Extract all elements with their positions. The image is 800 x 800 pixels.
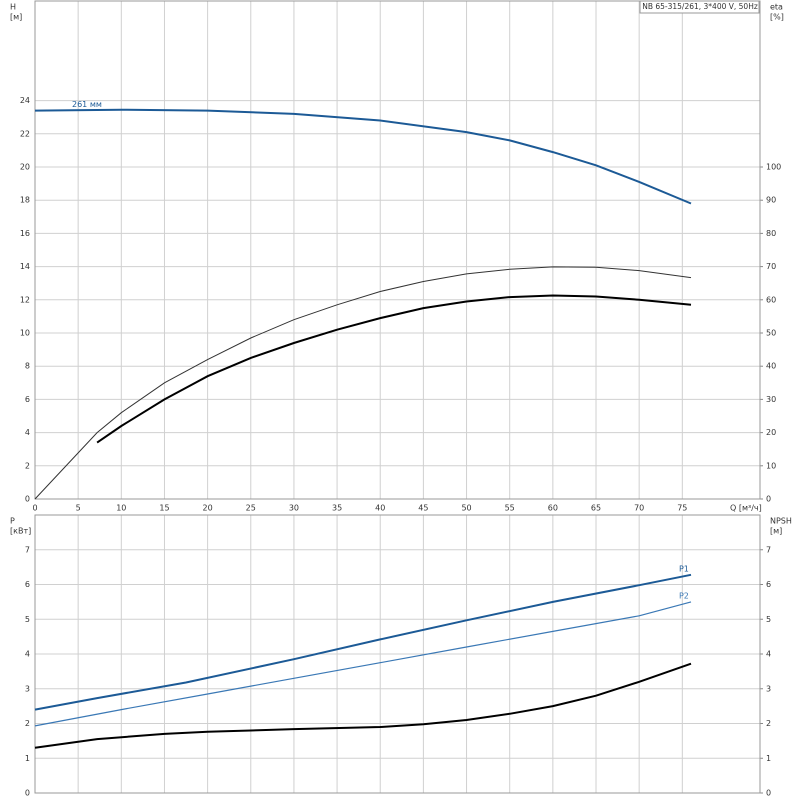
y-tick-label: 6 (25, 395, 30, 404)
y-tick-label: 2 (25, 461, 30, 470)
x-tick-label: 5 (76, 504, 81, 513)
x-axis-label: Q [м³/ч] (730, 504, 762, 513)
y2-tick-label: 20 (766, 428, 776, 437)
y-tick-label: 4 (25, 428, 30, 437)
y2-tick-label: 90 (766, 196, 776, 205)
x-tick-label: 50 (461, 504, 471, 513)
x-tick-label: 75 (677, 504, 687, 513)
y-tick-label: 8 (25, 362, 30, 371)
y2-tick-label: 1 (766, 754, 771, 763)
y2-tick-label: 7 (766, 545, 771, 554)
y-tick-label: 2 (25, 719, 30, 728)
y-tick-label: 10 (20, 329, 30, 338)
y2-tick-label: 100 (766, 163, 781, 172)
curve (34, 266, 692, 500)
plot-frame (34, 514, 761, 794)
y2-tick-label: 60 (766, 295, 776, 304)
y-tick-label: 7 (25, 545, 30, 554)
y2-axis-label: eta (770, 3, 783, 12)
y2-tick-label: 6 (766, 580, 771, 589)
x-tick-label: 45 (418, 504, 428, 513)
y2-tick-label: 5 (766, 615, 771, 624)
y2-tick-label: 2 (766, 719, 771, 728)
curve (34, 601, 692, 727)
curve (34, 662, 692, 749)
x-tick-label: 55 (505, 504, 515, 513)
curve (34, 108, 692, 205)
y2-tick-label: 0 (766, 495, 771, 504)
y-axis-unit: [кВт] (10, 527, 31, 536)
y-tick-label: 5 (25, 615, 30, 624)
y-axis-label: H (10, 3, 16, 12)
x-tick-label: 60 (548, 504, 558, 513)
y-axis-unit: [м] (10, 13, 22, 22)
curve (34, 573, 692, 711)
y-tick-label: 0 (25, 495, 30, 504)
y2-tick-label: 40 (766, 362, 776, 371)
y-tick-label: 20 (20, 163, 30, 172)
x-tick-label: 0 (32, 504, 37, 513)
chart-title: NB 65-315/261, 3*400 V, 50Hz (642, 2, 758, 11)
curve-label: 261 мм (72, 100, 102, 109)
y-tick-label: 3 (25, 684, 30, 693)
plot-frame (34, 0, 761, 500)
x-tick-label: 35 (332, 504, 342, 513)
x-tick-label: 10 (116, 504, 126, 513)
x-tick-label: 15 (159, 504, 169, 513)
curve (96, 294, 692, 444)
title-box (639, 0, 760, 14)
y2-tick-label: 4 (766, 650, 771, 659)
y-axis-label: P (10, 517, 15, 526)
y-tick-label: 16 (20, 229, 30, 238)
curve-label: P1 (679, 564, 689, 573)
x-tick-label: 70 (634, 504, 644, 513)
y2-tick-label: 10 (766, 461, 776, 470)
curve-label: P2 (679, 591, 689, 600)
x-tick-label: 30 (289, 504, 299, 513)
y2-tick-label: 30 (766, 395, 776, 404)
y-tick-label: 4 (25, 650, 30, 659)
y2-axis-unit: [м] (770, 527, 782, 536)
x-tick-label: 20 (203, 504, 213, 513)
y-tick-label: 0 (25, 789, 30, 798)
y-tick-label: 12 (20, 295, 30, 304)
x-tick-label: 40 (375, 504, 385, 513)
y2-tick-label: 80 (766, 229, 776, 238)
y-tick-label: 22 (20, 129, 30, 138)
y2-tick-label: 0 (766, 789, 771, 798)
y2-tick-label: 70 (766, 262, 776, 271)
y-tick-label: 14 (20, 262, 30, 271)
y-tick-label: 6 (25, 580, 30, 589)
y2-axis-unit: [%] (770, 13, 784, 22)
y2-axis-label: NPSH (770, 517, 792, 526)
y-tick-label: 24 (20, 96, 30, 105)
y-tick-label: 18 (20, 196, 30, 205)
y2-tick-label: 50 (766, 329, 776, 338)
x-tick-label: 25 (246, 504, 256, 513)
y2-tick-label: 3 (766, 684, 771, 693)
y-tick-label: 1 (25, 754, 30, 763)
x-tick-label: 65 (591, 504, 601, 513)
